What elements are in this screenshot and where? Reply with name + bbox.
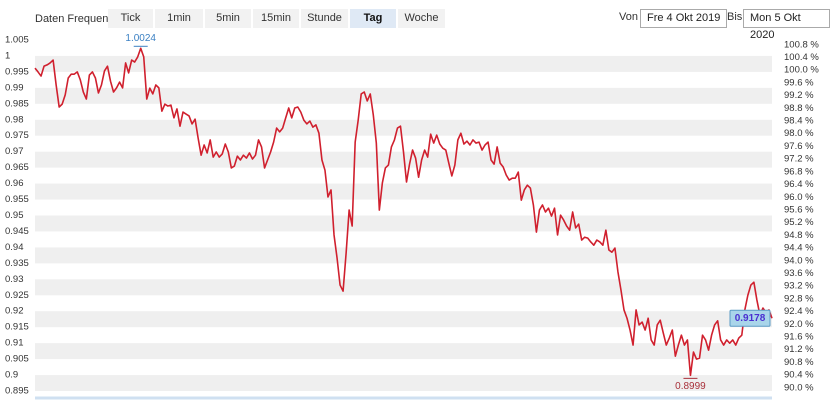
y2-tick-label: 91.2 %: [784, 344, 814, 355]
y2-tick-label: 90.8 %: [784, 357, 814, 368]
y-tick-label: 0.93: [5, 274, 24, 285]
price-line: [34, 47, 773, 377]
grid-band: [35, 215, 772, 232]
from-date[interactable]: Fre 4 Okt 2019: [640, 9, 728, 28]
y2-tick-label: 94.8 %: [784, 230, 814, 241]
y-tick-label: 0.965: [5, 162, 29, 173]
to-label: Bis: [727, 11, 743, 23]
grid-band: [35, 375, 772, 391]
y-tick-label: 0.96: [5, 178, 24, 189]
y2-tick-label: 90.0 %: [784, 382, 814, 393]
y-tick-label: 0.94: [5, 242, 24, 253]
grid-band: [35, 279, 772, 296]
y-tick-label: 0.92: [5, 306, 24, 317]
y-tick-label: 0.995: [5, 66, 29, 77]
y2-tick-label: 96.8 %: [784, 166, 814, 177]
y2-tick-label: 98.8 %: [784, 103, 814, 114]
y-tick-label: 0.985: [5, 98, 29, 109]
grid-band: [35, 247, 772, 264]
grid-band: [35, 55, 772, 72]
frequency-button[interactable]: 1min: [155, 9, 203, 28]
y-tick-label: 0.895: [5, 386, 29, 397]
last-value-box: [729, 309, 771, 327]
y-tick-label: 0.99: [5, 82, 24, 93]
y2-tick-label: 99.6 %: [784, 77, 814, 88]
y2-tick-label: 100.0 %: [784, 65, 819, 76]
to-date[interactable]: Mon 5 Okt 2020: [743, 9, 830, 41]
y2-tick-label: 99.2 %: [784, 90, 814, 101]
frequency-button[interactable]: Woche: [398, 9, 445, 28]
max-label: 1.0024: [125, 33, 156, 44]
y2-tick-label: 94.4 %: [784, 243, 814, 254]
y-tick-label: 0.9: [5, 370, 18, 381]
from-label: Von: [619, 11, 638, 23]
y2-tick-label: 97.2 %: [784, 154, 814, 165]
frequency-button[interactable]: Stunde: [301, 9, 348, 28]
y2-tick-label: 98.0 %: [784, 128, 814, 139]
grid-band: [35, 343, 772, 360]
y-tick-label: 0.915: [5, 322, 29, 333]
y2-tick-label: 90.4 %: [784, 370, 814, 381]
last-value-label: 0.9178: [735, 313, 766, 324]
frequency-button[interactable]: 5min: [205, 9, 251, 28]
y2-tick-label: 93.2 %: [784, 281, 814, 292]
y2-tick-label: 96.0 %: [784, 192, 814, 203]
y-tick-label: 0.955: [5, 194, 29, 205]
frequency-button[interactable]: 15min: [253, 9, 299, 28]
y-tick-label: 0.97: [5, 146, 24, 157]
y-tick-label: 1.005: [5, 35, 29, 46]
y2-tick-label: 100.8 %: [784, 39, 819, 50]
y2-tick-label: 97.6 %: [784, 141, 814, 152]
y2-tick-label: 91.6 %: [784, 332, 814, 343]
y-tick-label: 1: [5, 50, 10, 61]
y-tick-label: 0.95: [5, 210, 24, 221]
y-tick-label: 0.905: [5, 354, 29, 365]
grid-band: [35, 311, 772, 328]
frequency-label: Daten Frequenz: [35, 13, 114, 25]
y2-tick-label: 95.2 %: [784, 217, 814, 228]
y-tick-label: 0.91: [5, 338, 24, 349]
min-label: 0.8999: [675, 381, 706, 392]
y2-tick-label: 95.6 %: [784, 204, 814, 215]
y2-tick-label: 92.0 %: [784, 319, 814, 330]
grid-band: [35, 119, 772, 136]
y2-tick-label: 94.0 %: [784, 255, 814, 266]
y2-tick-label: 98.4 %: [784, 116, 814, 127]
frequency-button[interactable]: Tick: [108, 9, 153, 28]
y-tick-label: 0.975: [5, 130, 29, 141]
y-tick-label: 0.945: [5, 226, 29, 237]
y-tick-label: 0.98: [5, 114, 24, 125]
y2-tick-label: 93.6 %: [784, 268, 814, 279]
y2-tick-label: 96.4 %: [784, 179, 814, 190]
frequency-button[interactable]: Tag: [350, 9, 396, 28]
grid-band: [35, 87, 772, 104]
y2-tick-label: 92.8 %: [784, 293, 814, 304]
y2-tick-label: 92.4 %: [784, 306, 814, 317]
y-tick-label: 0.925: [5, 290, 29, 301]
y-tick-label: 0.935: [5, 258, 29, 269]
grid-band: [35, 183, 772, 200]
y2-tick-label: 100.4 %: [784, 52, 819, 63]
